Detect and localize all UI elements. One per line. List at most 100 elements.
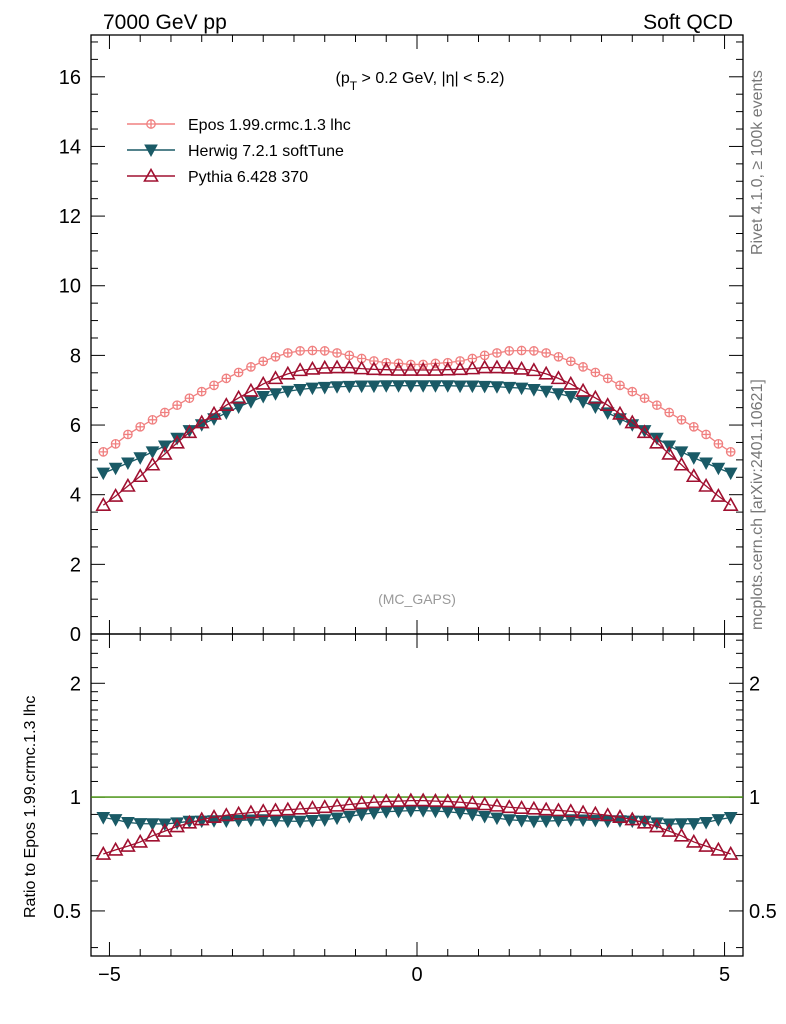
main-point-epos [147,414,158,425]
main-point-pythia [513,360,530,375]
main-ytick-label: 12 [59,206,81,228]
ratio-point-pythia [673,827,690,842]
main-line-epos [102,349,732,453]
main-point-pythia [341,359,358,374]
main-point-herwig [354,380,369,394]
ratio-point-pythia [476,796,493,811]
main-point-pythia [452,361,468,376]
ratio-point-pythia [341,796,358,811]
main-point-epos-cross [148,415,157,425]
main-point-herwig [514,382,529,396]
main-point-herwig [379,380,394,393]
ratio-point-herwig [527,815,541,829]
ratio-point-pythia [279,801,296,816]
main-point-pythia [587,389,604,404]
ratio-point-herwig [354,808,369,822]
main-point-pythia [230,389,247,404]
ratio-point-herwig [133,818,148,831]
main-point-pythia [538,365,555,380]
ratio-point-pythia [95,845,112,860]
ratio-point-pythia [562,803,579,818]
main-point-epos-cross [529,346,539,356]
ratio-point-herwig [674,818,689,831]
ratio-point-herwig [121,816,135,830]
main-point-epos [541,348,552,358]
main-point-herwig [650,432,664,446]
main-point-epos [110,439,121,449]
main-point-pythia [292,362,309,377]
main-point-epos [123,429,133,440]
main-point-epos [270,351,281,362]
ratio-point-pythia [698,837,714,852]
ratio-point-pythia [292,800,309,815]
legend-marker-herwig [144,144,158,158]
main-point-pythia [661,445,678,460]
main-point-epos-cross [209,381,219,390]
ratio-point-herwig [711,814,726,827]
main-ytick-label: 0 [70,624,81,646]
legend-marker-pythia-shape [143,167,159,182]
main-point-epos-cross [578,362,588,372]
ratio-point-pythia [452,794,468,809]
main-point-epos-cross [345,351,354,360]
main-point-herwig [563,390,578,404]
ratio-point-pythia [439,793,456,808]
mcplots-label: mcplots.cern.ch [arXiv:2401.10621] [749,379,766,630]
legend-entry-pythia: Pythia 6.428 370 [127,167,308,186]
main-point-herwig [477,380,492,394]
ratio-point-herwig [293,815,307,829]
main-point-epos [332,348,342,358]
ratio-point-pythia [353,795,370,810]
main-point-epos [590,367,601,378]
ratio-point-herwig [170,817,184,830]
main-point-herwig [280,385,295,399]
main-point-epos-cross [111,439,120,449]
ratio-point-pythia [550,802,567,817]
main-ytick-label: 6 [70,415,81,437]
ratio-point-herwig [330,812,344,826]
main-point-pythia [316,359,333,374]
main-point-pythia [722,497,739,511]
main-point-pythia [243,382,259,397]
main-point-epos-cross [701,430,711,439]
ratio-panel-frame [90,633,744,957]
ratio-point-herwig [539,815,554,829]
main-point-epos [639,393,650,404]
main-point-pythia [476,359,493,374]
main-point-pythia [599,397,616,411]
ratio-point-herwig [317,814,332,827]
main-ytick-label: 14 [59,136,81,158]
main-ytick-label: 16 [59,67,81,89]
ratio-point-pythia [366,794,382,809]
main-point-epos [258,356,269,367]
main-point-pythia [501,359,518,374]
main-point-pythia [267,370,284,385]
main-point-epos [676,414,687,425]
ratio-ytick-label-left: 2 [70,673,81,695]
ratio-xtick-label: 0 [411,964,422,986]
ratio-point-herwig [207,815,221,828]
main-point-epos-cross [677,415,686,425]
main-point-epos [652,400,662,411]
legend-entry-epos: Epos 1.99.crmc.1.3 lhc [127,117,351,134]
main-point-epos [184,393,195,404]
main-point-epos [98,447,109,457]
ratio-point-pythia [402,792,419,807]
ratio-point-herwig [96,812,111,825]
analysis-watermark: (MC_GAPS) [378,591,456,607]
main-point-epos [615,380,625,391]
main-point-pythia [464,360,481,375]
main-point-pythia [525,362,542,377]
main-point-herwig [293,384,307,397]
main-point-epos [209,380,219,391]
main-point-epos [578,362,588,372]
ratio-point-pythia [304,800,321,814]
main-point-pythia [144,456,161,471]
main-point-herwig [453,380,467,394]
main-axis-ticks: 0 2 4 6 8 10 12 14 16 [59,35,743,646]
ratio-point-pythia [636,814,653,829]
main-point-epos [159,407,170,418]
ratio-point-pythia [501,799,518,814]
ratio-point-herwig [650,817,664,830]
main-point-herwig [551,388,566,401]
